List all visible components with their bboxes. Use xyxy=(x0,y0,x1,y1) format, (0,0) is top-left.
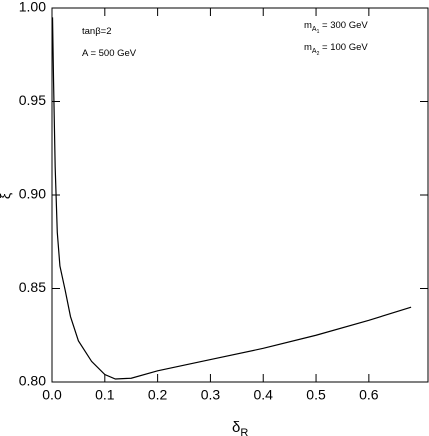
x-axis-title-sub: R xyxy=(240,427,248,436)
annotation-sub: A xyxy=(312,48,317,55)
x-tick-label: 0.5 xyxy=(306,387,326,403)
annotation-sub: A xyxy=(312,26,317,33)
x-axis-title: δR xyxy=(232,419,248,436)
x-tick-label: 0.1 xyxy=(95,387,115,403)
y-tick-label: 0.95 xyxy=(19,92,46,108)
y-tick-label: 1.00 xyxy=(19,0,46,15)
x-tick-label: 0.6 xyxy=(359,387,379,403)
annotation: mA2 = 100 GeV xyxy=(304,42,368,57)
annotation-subsub: 2 xyxy=(317,51,320,57)
annotation: mA1 = 300 GeV xyxy=(304,20,368,35)
annotation-main: m xyxy=(304,42,312,53)
y-tick-label: 0.80 xyxy=(19,373,46,389)
y-tick-label: 0.85 xyxy=(19,279,46,295)
y-tick-label: 0.90 xyxy=(19,186,46,202)
x-tick-label: 0.4 xyxy=(254,387,274,403)
annotation-main: m xyxy=(304,20,312,31)
plot-frame xyxy=(51,7,429,383)
annotation-rest: = 100 GeV xyxy=(319,42,368,53)
x-tick-label: 0.3 xyxy=(201,387,221,403)
x-tick-label: 0.0 xyxy=(42,387,62,403)
x-axis-title-main: δ xyxy=(232,419,240,436)
annotation-subsub: 1 xyxy=(317,29,320,35)
annotation: A = 500 GeV xyxy=(82,48,137,59)
annotation-rest: = 300 GeV xyxy=(319,20,368,31)
y-axis-title: ξ xyxy=(0,193,13,199)
annotation: tanβ=2 xyxy=(82,26,112,37)
data-line xyxy=(51,17,412,380)
x-tick-label: 0.2 xyxy=(148,387,168,403)
